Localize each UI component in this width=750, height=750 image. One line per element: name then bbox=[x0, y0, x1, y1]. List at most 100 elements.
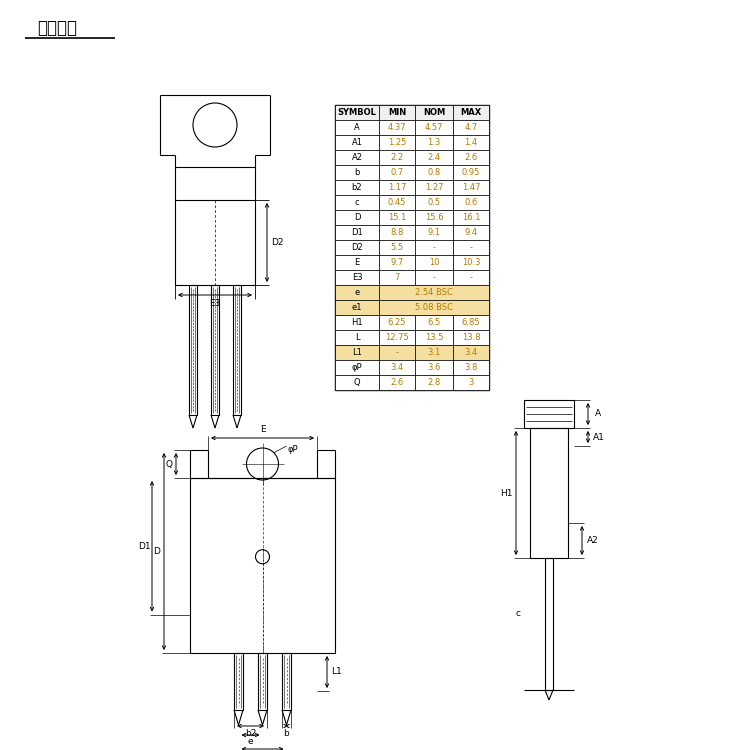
Text: D2: D2 bbox=[271, 238, 284, 247]
Text: 13.8: 13.8 bbox=[462, 333, 480, 342]
Text: 5.5: 5.5 bbox=[391, 243, 404, 252]
Bar bbox=[415, 135, 453, 150]
Text: 0.95: 0.95 bbox=[462, 168, 480, 177]
Text: 2.4: 2.4 bbox=[427, 153, 440, 162]
Text: 10.3: 10.3 bbox=[462, 258, 480, 267]
Bar bbox=[453, 255, 489, 270]
Text: MIN: MIN bbox=[388, 108, 406, 117]
Text: e1: e1 bbox=[352, 303, 362, 312]
Bar bbox=[335, 270, 379, 285]
Text: 1.17: 1.17 bbox=[388, 183, 406, 192]
Text: 8.8: 8.8 bbox=[390, 228, 404, 237]
Bar bbox=[524, 400, 574, 428]
Bar bbox=[453, 150, 489, 165]
Text: H1: H1 bbox=[500, 488, 512, 497]
Text: -: - bbox=[395, 348, 398, 357]
Bar bbox=[453, 180, 489, 195]
Bar bbox=[234, 653, 243, 710]
Bar bbox=[379, 240, 415, 255]
Text: A1: A1 bbox=[352, 138, 362, 147]
Bar bbox=[335, 165, 379, 180]
Bar bbox=[175, 167, 255, 285]
Text: 1.4: 1.4 bbox=[464, 138, 478, 147]
Bar bbox=[453, 345, 489, 360]
Bar bbox=[379, 225, 415, 240]
Bar bbox=[379, 135, 415, 150]
Text: A1: A1 bbox=[593, 433, 605, 442]
Text: D: D bbox=[154, 547, 160, 556]
Text: D2: D2 bbox=[351, 243, 363, 252]
Text: 6.85: 6.85 bbox=[462, 318, 480, 327]
Bar bbox=[335, 375, 379, 390]
Text: c: c bbox=[515, 608, 520, 617]
Bar bbox=[282, 653, 291, 710]
Bar bbox=[453, 195, 489, 210]
Bar bbox=[335, 120, 379, 135]
Text: 6.25: 6.25 bbox=[388, 318, 406, 327]
Bar bbox=[211, 285, 219, 415]
Bar bbox=[335, 135, 379, 150]
Text: 2.54 BSC: 2.54 BSC bbox=[415, 288, 453, 297]
Bar bbox=[415, 195, 453, 210]
Bar bbox=[335, 330, 379, 345]
Text: SYMBOL: SYMBOL bbox=[338, 108, 376, 117]
Bar bbox=[379, 180, 415, 195]
Bar bbox=[415, 240, 453, 255]
Bar bbox=[379, 330, 415, 345]
Text: 2.2: 2.2 bbox=[391, 153, 404, 162]
Text: A2: A2 bbox=[352, 153, 362, 162]
Bar bbox=[379, 120, 415, 135]
Bar bbox=[379, 345, 415, 360]
Text: 4.57: 4.57 bbox=[424, 123, 443, 132]
Text: b: b bbox=[284, 730, 290, 739]
Text: 1.27: 1.27 bbox=[424, 183, 443, 192]
Bar bbox=[415, 180, 453, 195]
Text: 0.7: 0.7 bbox=[390, 168, 404, 177]
Bar bbox=[453, 225, 489, 240]
Bar bbox=[379, 165, 415, 180]
Bar bbox=[530, 428, 568, 558]
Bar bbox=[335, 210, 379, 225]
Text: 2.6: 2.6 bbox=[390, 378, 404, 387]
Bar bbox=[379, 300, 489, 315]
Text: -: - bbox=[470, 243, 472, 252]
Text: 6.5: 6.5 bbox=[427, 318, 441, 327]
Bar bbox=[453, 135, 489, 150]
Text: A: A bbox=[354, 123, 360, 132]
Text: 0.6: 0.6 bbox=[464, 198, 478, 207]
Text: L1: L1 bbox=[332, 668, 342, 676]
Text: φP: φP bbox=[287, 446, 298, 454]
Bar bbox=[415, 375, 453, 390]
Bar bbox=[335, 180, 379, 195]
Text: 0.8: 0.8 bbox=[427, 168, 441, 177]
Text: E3: E3 bbox=[352, 273, 362, 282]
Text: E3: E3 bbox=[209, 298, 220, 307]
Text: 5.08 BSC: 5.08 BSC bbox=[415, 303, 453, 312]
Text: 16.1: 16.1 bbox=[462, 213, 480, 222]
Text: 3.8: 3.8 bbox=[464, 363, 478, 372]
Bar bbox=[415, 165, 453, 180]
Bar bbox=[335, 105, 489, 390]
Bar bbox=[335, 150, 379, 165]
Bar bbox=[258, 653, 267, 710]
Bar bbox=[415, 255, 453, 270]
Text: 0.5: 0.5 bbox=[427, 198, 440, 207]
Bar bbox=[335, 255, 379, 270]
Bar bbox=[233, 285, 241, 415]
Bar bbox=[379, 195, 415, 210]
Text: φP: φP bbox=[352, 363, 362, 372]
Text: 0.45: 0.45 bbox=[388, 198, 406, 207]
Bar bbox=[415, 360, 453, 375]
Text: 7: 7 bbox=[394, 273, 400, 282]
Text: 1.3: 1.3 bbox=[427, 138, 441, 147]
Text: D1: D1 bbox=[351, 228, 363, 237]
Bar bbox=[335, 300, 379, 315]
Bar bbox=[379, 255, 415, 270]
Text: -: - bbox=[433, 273, 436, 282]
Bar bbox=[415, 315, 453, 330]
Text: L: L bbox=[355, 333, 359, 342]
Text: b2: b2 bbox=[352, 183, 362, 192]
Bar bbox=[335, 240, 379, 255]
Text: D1: D1 bbox=[138, 542, 150, 550]
Text: Q: Q bbox=[166, 460, 172, 469]
